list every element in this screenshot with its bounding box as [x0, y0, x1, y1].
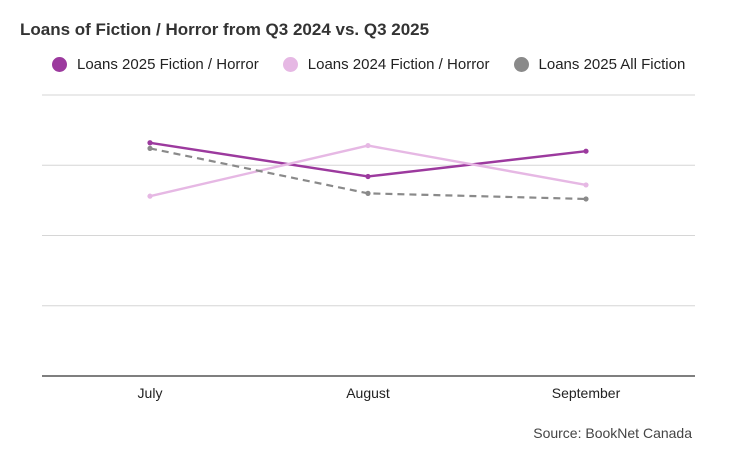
- x-tick-label: July: [138, 385, 163, 401]
- series-layer: [147, 140, 589, 202]
- gridlines: [42, 94, 695, 307]
- data-point[interactable]: [365, 173, 371, 180]
- series-2: [147, 142, 589, 199]
- legend-item-loans-2025-fiction-horror[interactable]: Loans 2025 Fiction / Horror: [52, 56, 259, 73]
- legend-item-loans-2025-all-fiction[interactable]: Loans 2025 All Fiction: [513, 56, 686, 73]
- x-tick-label: August: [346, 385, 390, 401]
- legend-marker-loans-2025-fiction-horror: [52, 57, 67, 72]
- data-point[interactable]: [365, 142, 371, 149]
- data-point[interactable]: [583, 148, 589, 154]
- legend-item-loans-2024-fiction-horror[interactable]: Loans 2024 Fiction / Horror: [282, 56, 490, 73]
- legend-marker-loans-2025-all-fiction: [513, 57, 529, 72]
- data-point[interactable]: [147, 193, 153, 199]
- data-point[interactable]: [147, 145, 153, 151]
- legend-marker-loans-2024-fiction-horror: [282, 57, 298, 72]
- data-point[interactable]: [583, 182, 589, 188]
- data-point[interactable]: [147, 140, 153, 146]
- legend-label: Loans 2025 All Fiction: [538, 56, 686, 73]
- legend: Loans 2025 Fiction / Horror Loans 2024 F…: [52, 56, 685, 73]
- data-point[interactable]: [583, 196, 589, 202]
- series-3: [147, 145, 589, 202]
- source-note: Source: BookNet Canada: [533, 425, 692, 441]
- data-point[interactable]: [365, 190, 371, 196]
- x-tick-label: September: [552, 385, 621, 401]
- legend-label: Loans 2025 Fiction / Horror: [77, 56, 259, 73]
- x-axis-tick-labels: July August September: [138, 385, 621, 401]
- chart-title: Loans of Fiction / Horror from Q3 2024 v…: [20, 20, 430, 39]
- series-1: [147, 140, 589, 180]
- legend-label: Loans 2024 Fiction / Horror: [307, 56, 490, 73]
